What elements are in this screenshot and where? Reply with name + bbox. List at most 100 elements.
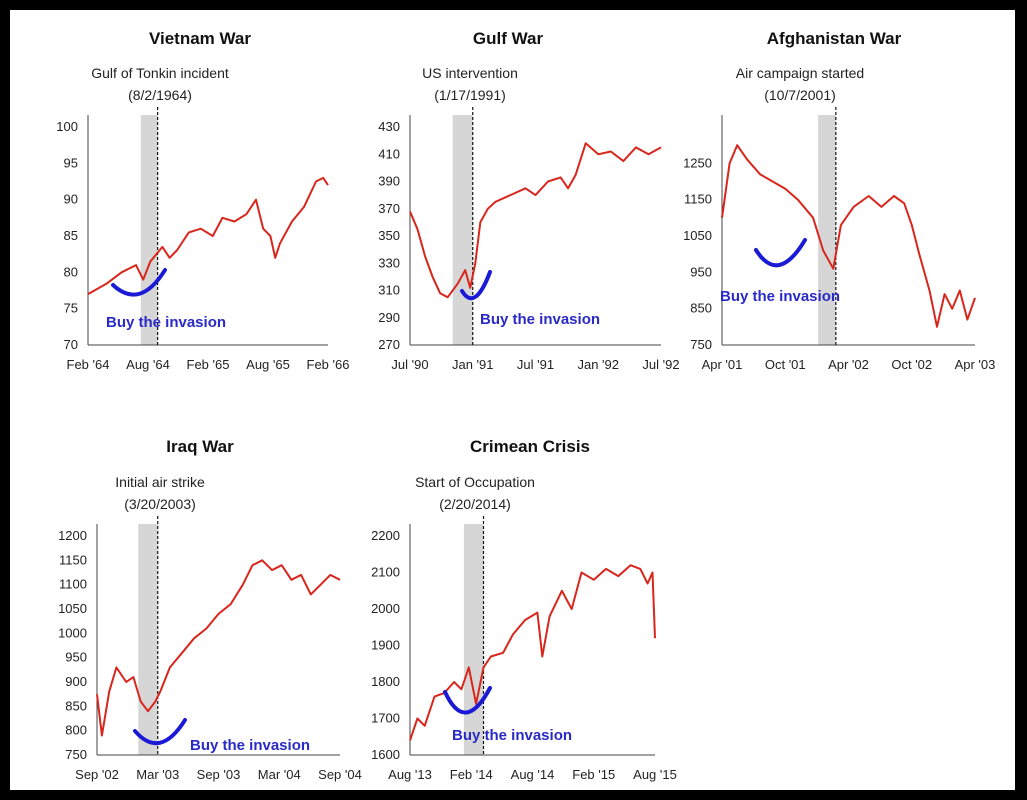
y-tick-label: 1050 [58,601,87,616]
y-tick-label: 80 [64,264,78,279]
x-tick-label: Aug '15 [633,767,677,782]
x-tick-label: Aug '64 [126,357,170,372]
chart-panel: Gulf War US intervention (1/17/1991) 270 290… [378,29,679,372]
x-tick-label: Oct '02 [891,357,932,372]
y-tick-label: 85 [64,228,78,243]
buy-smile-mark [133,718,187,746]
pre-event-shade [140,115,158,345]
y-tick-label: 75 [64,301,78,316]
x-tick-label: Oct '01 [765,357,806,372]
y-tick-label: 350 [378,228,400,243]
event-label: Initial air strike [115,474,205,490]
y-tick-label: 1900 [371,638,400,653]
series-line [87,176,329,295]
x-tick-label: Apr '03 [955,357,996,372]
series-line [409,564,656,741]
x-tick-label: Aug '65 [246,357,290,372]
x-tick-label: Feb '65 [187,357,230,372]
y-tick-label: 750 [65,747,87,762]
event-label: US intervention [422,65,518,81]
x-tick-label: Mar '03 [136,767,179,782]
y-tick-label: 950 [690,264,712,279]
y-tick-label: 2000 [371,601,400,616]
y-tick-label: 900 [65,674,87,689]
series-line [409,142,662,299]
buy-label: Buy the invasion [452,727,572,744]
y-tick-label: 70 [64,337,78,352]
chart-panel: Afghanistan War Air campaign started (10/7… [683,29,995,372]
y-tick-label: 95 [64,155,78,170]
buy-smile-mark [111,268,167,297]
y-tick-label: 370 [378,201,400,216]
pre-event-shade [138,524,158,755]
pre-event-shade [463,524,484,755]
y-tick-label: 2100 [371,565,400,580]
chart-title: Iraq War [166,437,234,456]
x-tick-label: Jan '91 [452,357,494,372]
y-tick-label: 430 [378,119,400,134]
chart-title: Crimean Crisis [470,437,590,456]
x-tick-label: Jul '91 [517,357,554,372]
y-tick-label: 1700 [371,711,400,726]
buy-label: Buy the invasion [106,314,226,331]
buy-smile-mark [460,270,492,301]
event-date: (8/2/1964) [128,87,192,103]
figure-background [10,10,1015,790]
y-tick-label: 410 [378,146,400,161]
x-tick-label: Sep '03 [197,767,241,782]
buy-smile-mark [754,238,807,268]
event-date: (1/17/1991) [434,87,506,103]
x-tick-label: Jul '90 [391,357,428,372]
y-tick-label: 290 [378,310,400,325]
buy-label: Buy the invasion [190,737,310,754]
y-tick-label: 1800 [371,674,400,689]
y-tick-label: 1000 [58,625,87,640]
y-tick-label: 90 [64,192,78,207]
x-tick-label: Aug '13 [388,767,432,782]
x-tick-label: Mar '04 [258,767,301,782]
y-tick-label: 950 [65,650,87,665]
y-tick-label: 1150 [684,192,712,207]
x-tick-label: Jan '92 [577,357,619,372]
event-date: (2/20/2014) [439,496,511,512]
event-date: (10/7/2001) [764,87,836,103]
x-tick-label: Sep '04 [318,767,362,782]
x-tick-label: Feb '15 [572,767,615,782]
y-tick-label: 1200 [58,528,87,543]
y-tick-label: 850 [690,301,712,316]
chart-panel: Iraq War Initial air strike (3/20/2003) 750… [58,437,362,782]
y-tick-label: 100 [56,119,78,134]
pre-event-shade [452,115,473,345]
buy-label: Buy the invasion [720,288,840,305]
x-tick-label: Aug '14 [511,767,555,782]
x-tick-label: Apr '01 [702,357,743,372]
chart-title: Afghanistan War [767,29,902,48]
y-tick-label: 390 [378,174,400,189]
series-line [96,559,341,737]
y-tick-label: 2200 [371,528,400,543]
event-label: Start of Occupation [415,474,535,490]
y-tick-label: 310 [378,283,400,298]
y-tick-label: 800 [65,723,87,738]
event-label: Gulf of Tonkin incident [91,65,229,81]
chart-panel: Vietnam War Gulf of Tonkin incident (8/2/1… [56,29,349,372]
chart-title: Gulf War [473,29,544,48]
buy-label: Buy the invasion [480,311,600,328]
chart-panel: Crimean Crisis Start of Occupation (2/20/2… [371,437,677,782]
y-tick-label: 270 [378,337,400,352]
x-tick-label: Sep '02 [75,767,119,782]
event-label: Air campaign started [736,65,864,81]
y-tick-label: 1250 [683,155,712,170]
pre-event-shade [818,115,836,345]
buy-smile-mark [443,686,492,715]
event-date: (3/20/2003) [124,496,196,512]
series-line [721,144,976,328]
y-tick-label: 1600 [371,747,400,762]
y-tick-label: 1150 [59,552,87,567]
y-tick-label: 850 [65,698,87,713]
y-tick-label: 330 [378,255,400,270]
x-tick-label: Jul '92 [642,357,679,372]
chart-title: Vietnam War [149,29,251,48]
x-tick-label: Feb '14 [450,767,493,782]
